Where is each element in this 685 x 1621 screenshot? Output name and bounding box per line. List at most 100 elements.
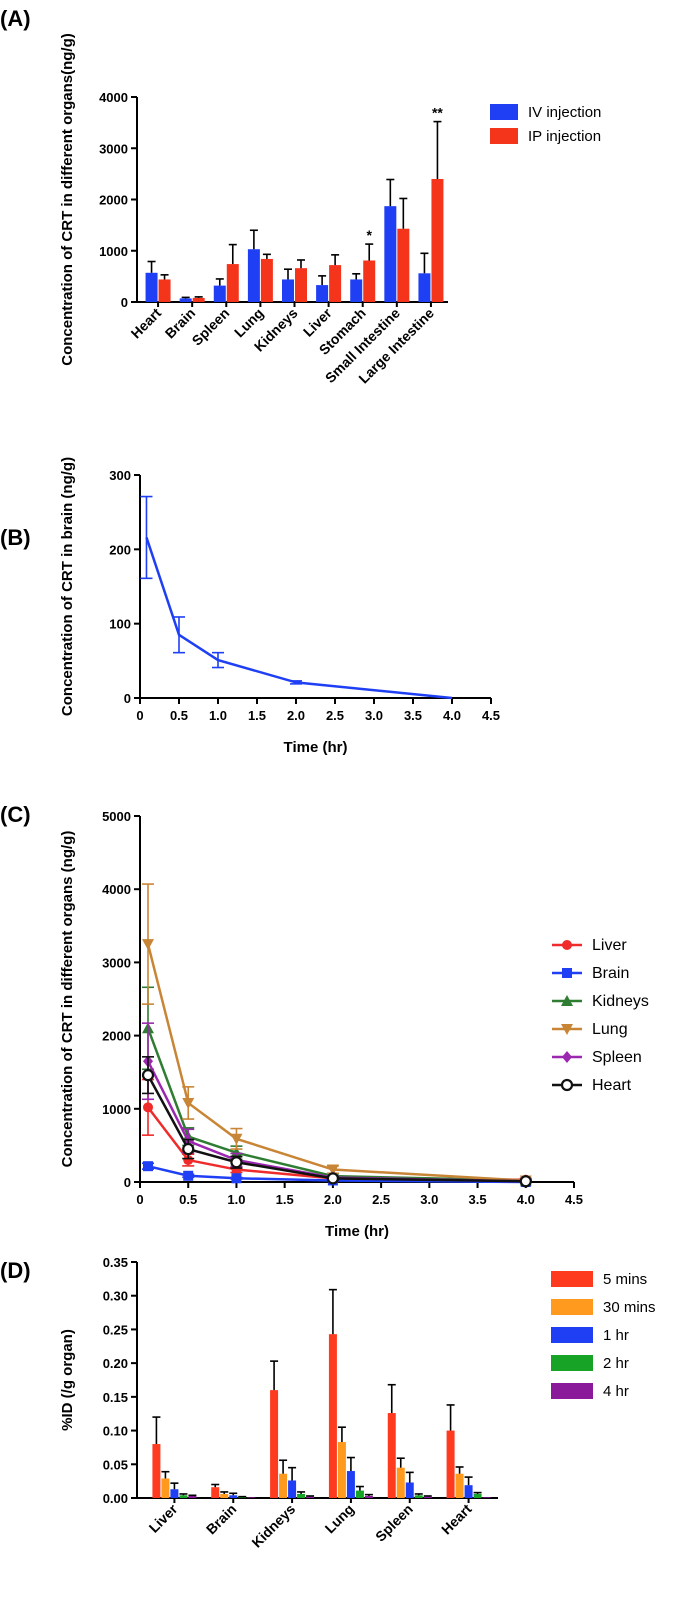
legend-label-ip-injection: IP injection <box>528 128 601 145</box>
bar-2-hr-lung <box>355 1490 364 1498</box>
panel-label-a: (A) <box>0 6 31 31</box>
y-tick-label: 2000 <box>102 1029 131 1044</box>
bar-1-hr-kidneys <box>288 1480 297 1498</box>
point-brain <box>231 1173 242 1184</box>
legend-label-heart: Heart <box>592 1077 632 1094</box>
bar-iv-injection-heart <box>145 272 158 302</box>
bar-4-hr-heart <box>482 1497 491 1498</box>
bar-1-hr-brain <box>229 1495 238 1498</box>
bar-2-hr-heart <box>473 1493 482 1498</box>
point-heart <box>230 1156 243 1169</box>
y-tick-label: 3000 <box>102 955 131 970</box>
legend-swatch-1-hr <box>551 1327 593 1343</box>
x-tick-label: 3.0 <box>420 1192 438 1207</box>
point-brain <box>183 1170 194 1181</box>
bar-30-mins-brain <box>220 1493 229 1498</box>
bar-ip-injection-lung <box>260 258 273 302</box>
x-tick-label: 0.5 <box>170 708 188 723</box>
legend-swatch-30-mins <box>551 1299 593 1315</box>
point-heart <box>182 1142 195 1156</box>
bar-ip-injection-brain <box>192 297 205 302</box>
y-axis-label: Concentration of CRT in brain (ng/g) <box>59 457 76 716</box>
bar-30-mins-spleen <box>396 1467 405 1498</box>
bar-iv-injection-liver <box>316 285 329 302</box>
y-axis-label: %ID (/g organ) <box>59 1329 76 1431</box>
y-tick-label: 0 <box>121 295 128 310</box>
bar-ip-injection-large-intestine <box>431 179 444 302</box>
x-tick-label: 1.5 <box>248 708 266 723</box>
y-tick-label: 1000 <box>102 1102 131 1117</box>
y-tick-label: 5000 <box>102 809 131 824</box>
x-tick-label: 0.5 <box>179 1192 197 1207</box>
x-tick-label: 0 <box>136 1192 143 1207</box>
bar-5-mins-brain <box>211 1487 220 1498</box>
x-tick-label: Spleen <box>189 305 233 349</box>
bar-4-hr-kidneys <box>306 1496 315 1498</box>
x-tick-label: Brain <box>203 1501 240 1538</box>
x-axis-label: Time (hr) <box>325 1223 389 1240</box>
x-tick-label: 2.0 <box>287 708 305 723</box>
legend-label-5-mins: 5 mins <box>603 1271 647 1288</box>
bar-4-hr-liver <box>188 1495 197 1498</box>
y-axis-label: Concentration of CRT in different organs… <box>59 33 76 365</box>
bar-ip-injection-kidneys <box>295 268 307 302</box>
point-lung <box>230 1133 243 1145</box>
bar-iv-injection-lung <box>247 249 260 302</box>
chart-b: Concentration of CRT in brain (ng/g) Time… <box>59 457 500 756</box>
legend-marker-kidneys <box>561 995 573 1006</box>
point-lung <box>326 1164 339 1176</box>
legend-label-iv-injection: IV injection <box>528 104 601 121</box>
bar-5-mins-lung <box>328 1334 337 1498</box>
bar-iv-injection-large-intestine <box>418 273 431 302</box>
bar-ip-injection-heart <box>158 279 171 302</box>
legend-label-1-hr: 1 hr <box>603 1327 629 1344</box>
x-tick-label: Spleen <box>372 1501 416 1545</box>
point-brain <box>143 1161 154 1172</box>
y-axis-label: Concentration of CRT in different organs… <box>59 831 76 1168</box>
chart-a: Concentration of CRT in different organs… <box>59 33 601 386</box>
x-tick-label: 3.5 <box>404 708 422 723</box>
bar-30-mins-lung <box>337 1442 346 1498</box>
x-tick-label: 1.0 <box>227 1192 245 1207</box>
legend-swatch-4-hr <box>551 1383 593 1399</box>
x-tick-label: 4.5 <box>565 1192 583 1207</box>
y-tick-label: 3000 <box>99 141 128 156</box>
legend-swatch-iv-injection <box>490 104 518 120</box>
x-axis-label: Time (hr) <box>284 739 348 756</box>
legend-label-2-hr: 2 hr <box>603 1355 629 1372</box>
bar-4-hr-lung <box>364 1495 373 1498</box>
y-tick-label: 0.30 <box>103 1289 128 1304</box>
bar-4-hr-spleen <box>423 1496 432 1498</box>
legend-swatch-5-mins <box>551 1271 593 1287</box>
x-tick-label: 1.5 <box>276 1192 294 1207</box>
x-tick-label: 3.0 <box>365 708 383 723</box>
legend-swatch-ip-injection <box>490 128 518 144</box>
x-tick-label: Lung <box>322 1501 358 1537</box>
bar-30-mins-kidneys <box>279 1473 288 1498</box>
x-tick-label: Heart <box>128 305 165 342</box>
x-tick-label: 4.0 <box>443 708 461 723</box>
x-tick-label: 2.5 <box>372 1192 390 1207</box>
bar-ip-injection-small-intestine <box>397 228 410 302</box>
y-tick-label: 0.35 <box>103 1255 128 1270</box>
significance-annotation: * <box>366 227 372 243</box>
bar-2-hr-liver <box>179 1495 188 1498</box>
x-tick-label: Kidneys <box>248 1501 298 1551</box>
y-tick-label: 0 <box>124 1175 131 1190</box>
y-tick-label: 2000 <box>99 193 128 208</box>
significance-annotation: ** <box>432 105 443 121</box>
point-heart <box>519 1175 532 1188</box>
legend-label-kidneys: Kidneys <box>592 993 649 1010</box>
bar-30-mins-liver <box>161 1478 170 1498</box>
y-tick-label: 4000 <box>99 90 128 105</box>
legend-marker-lung <box>561 1024 573 1035</box>
x-tick-label: Liver <box>146 1500 181 1535</box>
legend-swatch-2-hr <box>551 1355 593 1371</box>
bar-ip-injection-liver <box>329 265 342 302</box>
legend-label-lung: Lung <box>592 1021 628 1038</box>
x-tick-label: 4.0 <box>517 1192 535 1207</box>
bar-iv-injection-small-intestine <box>384 206 397 302</box>
point-lung <box>142 939 155 951</box>
y-tick-label: 0.00 <box>103 1491 128 1506</box>
legend-marker-heart <box>560 1078 574 1092</box>
